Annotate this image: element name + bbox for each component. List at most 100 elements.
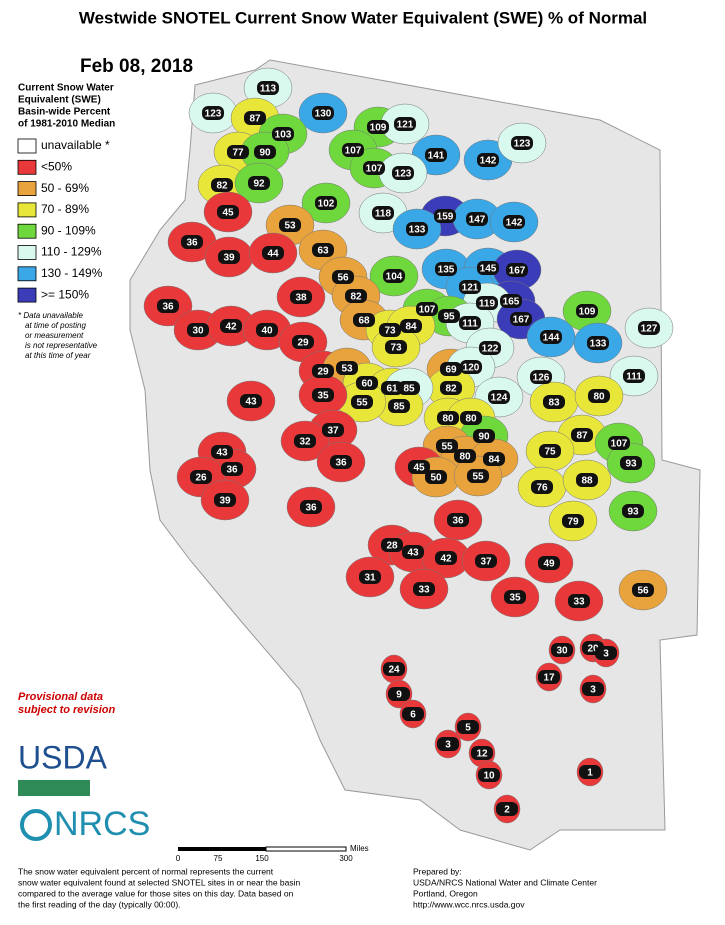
basin-badge [392,166,414,180]
basin-value: 107 [419,305,436,316]
basin-badge [638,321,660,335]
basin-badge [483,452,505,466]
legend-swatch [17,287,37,303]
basin-badge [413,582,435,596]
basin-value: 167 [513,315,530,326]
basin-badge [437,737,459,751]
scale-label: 300 [339,854,353,863]
basin-value: 107 [611,439,628,450]
basin-badge [571,428,593,442]
basin-badge [300,500,322,514]
basin-badge [506,263,528,277]
basin-value: 80 [465,414,477,425]
basin-value: 36 [452,516,464,527]
basin-badge [496,802,518,816]
basin-badge [332,270,354,284]
basin-badge [353,313,375,327]
basin-badge [379,323,401,337]
basin-badge [503,215,525,229]
basin-badge [220,319,242,333]
basin-value: 80 [459,452,471,463]
basin-badge [240,394,262,408]
basin-value: 5 [465,723,471,734]
basin-badge [315,196,337,210]
basin-value: 43 [407,548,419,559]
basin-badge [214,493,236,507]
basin-value: 43 [245,397,257,408]
basin-badge [336,361,358,375]
basin-badge [342,143,364,157]
basin-value: 36 [186,238,198,249]
basin-value: 121 [397,120,414,131]
basin-badge [351,395,373,409]
basin-badge [330,455,352,469]
basin-badge [477,153,499,167]
basin-badge [383,269,405,283]
basin-value: 126 [533,373,550,384]
basin-badge [322,423,344,437]
basin-badge [408,460,430,474]
basin-badge [434,209,456,223]
basin-value: 44 [267,249,279,260]
basin-badge [257,81,279,95]
basin-badge [538,556,560,570]
footer-description: compared to the average value for those … [18,888,294,898]
basin-badge [623,369,645,383]
basin-badge [394,117,416,131]
basin-badge [292,335,314,349]
basin-badge [608,436,630,450]
basin-badge [440,362,462,376]
basin-value: 1 [587,768,593,779]
basin-badge [539,444,561,458]
basin-value: 30 [192,326,204,337]
basin-badge [381,538,403,552]
basin-badge [416,302,438,316]
legend-swatch [17,159,37,175]
basin-value: 29 [317,367,329,378]
legend-swatch [17,138,37,154]
basin-value: 103 [275,130,292,141]
basin-badge [438,309,460,323]
basin-value: 109 [579,307,596,318]
footer-description: the first reading of the day (typically … [18,899,181,909]
basin-badge [425,148,447,162]
basin-badge [538,670,560,684]
basin-badge [562,514,584,528]
basin-badge [388,687,410,701]
basin-badge [576,473,598,487]
basin-value: 69 [445,365,457,376]
basin-badge [211,178,233,192]
basin-value: 75 [544,447,556,458]
nrcs-drop [20,809,52,841]
basin-value: 88 [581,476,593,487]
basin-value: 104 [386,272,403,283]
usda-stripe [18,780,90,796]
legend-swatch [17,223,37,239]
basin-value: 118 [375,209,392,220]
basin-value: 80 [593,392,605,403]
basin-value: 3 [603,649,609,660]
basin-value: 36 [335,458,347,469]
basin-value: 53 [284,221,296,232]
basin-value: 55 [356,398,368,409]
basin-badge [459,280,481,294]
legend-label: <50% [41,159,72,173]
basin-badge [279,218,301,232]
basin-value: 82 [445,384,457,395]
basin-badge [440,381,462,395]
basin-badge [312,106,334,120]
basin-badge [511,136,533,150]
provisional: Provisional data [18,691,103,703]
basin-badge [576,304,598,318]
basin-value: 113 [260,84,277,95]
basin-badge [478,768,500,782]
basin-badge [425,470,447,484]
legend-label: 70 - 89% [41,202,89,216]
footer: The snow water equivalent percent of nor… [18,866,597,909]
basin-value: 39 [223,253,235,264]
legend-label: 110 - 129% [41,245,102,259]
basin-value: 123 [395,169,412,180]
basin-value: 77 [232,148,244,159]
basin-badge [500,294,522,308]
basin-badge [467,469,489,483]
